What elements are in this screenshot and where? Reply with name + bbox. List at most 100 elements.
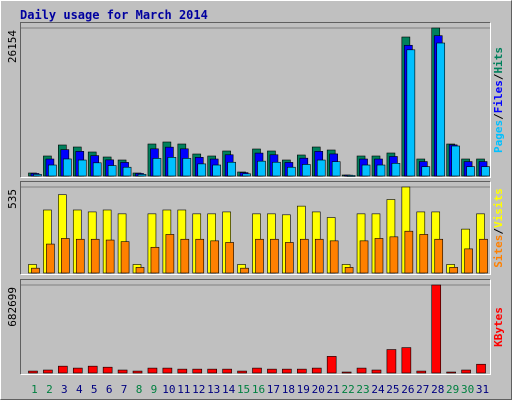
bar (46, 243, 55, 274)
x-tick-label: 4 (76, 383, 83, 396)
x-tick-label: 15 (237, 383, 250, 396)
legend-separator: / (492, 228, 505, 235)
bar (58, 365, 68, 374)
bar (195, 238, 205, 274)
x-tick-label: 25 (386, 383, 399, 396)
bar (225, 242, 234, 274)
panel-bevel (20, 181, 491, 275)
bar (464, 248, 473, 274)
bar (210, 240, 219, 274)
legend: Sites/Visits (492, 188, 505, 268)
bar (466, 166, 475, 177)
bar (102, 366, 113, 374)
bar (404, 230, 414, 274)
legend-entry: Hits (492, 47, 505, 74)
bar (300, 238, 309, 274)
bar (329, 240, 339, 274)
x-tick-label: 5 (91, 383, 98, 396)
bar (282, 368, 292, 374)
bar (117, 369, 128, 374)
y-tick-label: 682699 (6, 287, 19, 327)
bar (391, 163, 401, 177)
bar (371, 369, 382, 374)
legend-entry: Visits (492, 188, 505, 228)
bar (120, 241, 130, 274)
x-tick-label: 10 (162, 383, 175, 396)
bar (61, 238, 70, 274)
x-tick-label: 14 (222, 383, 236, 396)
bar (137, 174, 147, 177)
bar (227, 161, 236, 177)
bar (165, 234, 175, 274)
x-tick-label: 7 (121, 383, 128, 396)
bar (177, 368, 188, 374)
bar (267, 368, 277, 374)
x-tick-label: 19 (297, 383, 310, 396)
bar (152, 158, 162, 177)
bar (197, 163, 207, 177)
bar (257, 160, 266, 177)
bar (222, 368, 232, 374)
panel-bevel (20, 279, 491, 375)
bar (63, 158, 72, 177)
panel-bevel (20, 22, 491, 178)
legend: KBytes (492, 307, 505, 347)
bar (461, 369, 471, 374)
bar (346, 175, 356, 177)
x-tick-label: 23 (356, 383, 369, 396)
bar (361, 164, 371, 177)
bar (419, 234, 429, 274)
bar (431, 284, 442, 374)
bar (122, 166, 132, 177)
bar (135, 267, 145, 274)
bar (31, 267, 40, 274)
bar (331, 161, 341, 177)
bar (287, 166, 296, 177)
bar (77, 159, 87, 177)
x-tick-label: 1 (31, 383, 38, 396)
bar (374, 238, 384, 274)
bar (270, 238, 279, 274)
bar (33, 174, 42, 177)
bar (182, 158, 192, 177)
panel (20, 279, 491, 375)
x-tick-label: 18 (282, 383, 295, 396)
bar (272, 161, 281, 177)
bar (359, 240, 369, 274)
x-tick-label: 12 (192, 383, 205, 396)
x-tick-label: 11 (177, 383, 190, 396)
bar (326, 356, 337, 374)
bar (389, 236, 399, 274)
x-tick-label: 16 (252, 383, 265, 396)
x-tick-label: 9 (151, 383, 158, 396)
legend: Pages/Files/Hits (492, 47, 505, 153)
bar (162, 367, 173, 374)
x-tick-label: 29 (446, 383, 459, 396)
bar (75, 238, 85, 274)
bar (90, 238, 100, 274)
y-tick-label: 535 (6, 189, 19, 209)
bar (48, 164, 57, 177)
bar (92, 162, 102, 177)
bar (212, 164, 221, 177)
bar (237, 370, 247, 374)
bar (150, 246, 160, 274)
legend-separator: / (492, 113, 505, 120)
x-tick-label: 31 (476, 383, 489, 396)
bar (401, 347, 412, 374)
x-tick-label: 2 (46, 383, 53, 396)
bar (105, 239, 115, 274)
bar (386, 349, 397, 374)
bar (87, 365, 98, 374)
y-tick-label: 26154 (6, 30, 19, 63)
bar (416, 370, 427, 374)
bar (481, 166, 490, 177)
bar (479, 238, 488, 274)
bar (285, 242, 294, 274)
bar (476, 363, 486, 374)
x-tick-label: 30 (461, 383, 474, 396)
x-tick-label: 28 (431, 383, 444, 396)
x-tick-label: 8 (136, 383, 143, 396)
